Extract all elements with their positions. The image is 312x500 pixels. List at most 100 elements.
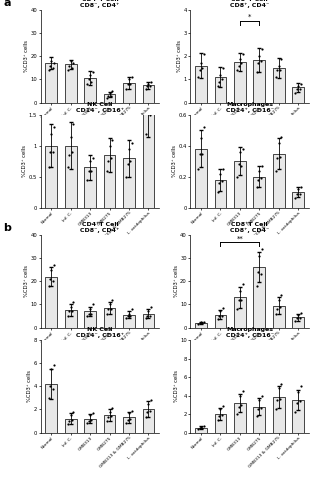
Point: [109, 412, 114, 420]
Point: [47, 62, 52, 70]
Point: [196, 320, 201, 328]
Title: CD8⁺T Cell
CD8⁺, CD4⁻: CD8⁺T Cell CD8⁺, CD4⁻: [230, 0, 269, 8]
Point: [236, 160, 241, 168]
Point: [85, 176, 90, 184]
Point: [257, 52, 262, 60]
Bar: [292, 317, 304, 328]
Point: [278, 66, 283, 74]
Point: [70, 64, 75, 72]
Point: [274, 166, 279, 174]
Point: [275, 66, 280, 74]
Point: [71, 408, 76, 416]
Point: [144, 82, 149, 90]
Point: [218, 308, 223, 316]
Text: *: *: [248, 14, 251, 20]
Point: [257, 252, 262, 260]
Point: [240, 387, 245, 395]
Point: [126, 409, 131, 417]
Point: [215, 82, 220, 90]
Point: [124, 172, 129, 180]
Point: [49, 365, 54, 373]
Point: [68, 302, 73, 310]
Point: [198, 318, 203, 326]
Point: [51, 362, 56, 370]
Point: [221, 304, 226, 312]
Point: [147, 111, 152, 119]
Point: [221, 165, 226, 173]
Point: [144, 408, 149, 416]
Point: [237, 148, 242, 156]
Point: [126, 76, 131, 84]
Bar: [234, 161, 246, 208]
Point: [278, 395, 283, 403]
Point: [294, 190, 299, 198]
Point: [51, 261, 56, 269]
Bar: [143, 85, 154, 102]
Bar: [65, 146, 76, 208]
Y-axis label: %CD3⁺ cells: %CD3⁺ cells: [22, 145, 27, 178]
Point: [110, 136, 115, 143]
Bar: [104, 308, 115, 328]
Point: [66, 420, 71, 428]
Bar: [215, 77, 226, 102]
Point: [278, 152, 283, 160]
Point: [293, 194, 298, 202]
Point: [149, 302, 154, 310]
Point: [85, 420, 90, 428]
Point: [196, 426, 201, 434]
Point: [68, 411, 73, 419]
Point: [240, 145, 245, 153]
Bar: [273, 154, 285, 208]
Point: [106, 305, 111, 313]
Point: [143, 414, 148, 422]
Point: [104, 417, 109, 425]
Point: [110, 404, 115, 412]
Point: [239, 162, 244, 170]
Point: [143, 84, 148, 92]
Point: [296, 311, 301, 319]
Point: [201, 318, 206, 326]
Point: [240, 50, 245, 58]
Point: [276, 138, 281, 147]
Point: [256, 59, 261, 67]
Point: [297, 397, 302, 405]
Point: [257, 166, 262, 174]
Y-axis label: %CD3⁺ cells: %CD3⁺ cells: [177, 40, 182, 72]
Title: CD8⁺T Cell
CD8⁺, CD4⁻: CD8⁺T Cell CD8⁺, CD4⁻: [230, 222, 269, 233]
Bar: [84, 168, 96, 207]
Point: [258, 404, 263, 411]
Point: [124, 420, 129, 428]
Point: [279, 54, 284, 62]
Point: [198, 423, 203, 431]
Point: [86, 417, 91, 425]
Point: [275, 154, 280, 162]
Point: [90, 68, 95, 76]
Point: [104, 94, 109, 102]
Point: [125, 160, 130, 168]
Bar: [234, 298, 246, 328]
Bar: [84, 312, 96, 328]
Point: [125, 312, 130, 320]
Point: [260, 46, 265, 54]
Point: [298, 382, 303, 390]
Point: [129, 73, 134, 81]
Point: [198, 59, 203, 67]
Point: [50, 384, 55, 392]
Point: [236, 62, 241, 70]
Point: [296, 388, 301, 396]
Point: [146, 308, 151, 316]
Point: [46, 164, 51, 172]
Bar: [273, 68, 285, 102]
Point: [129, 406, 134, 414]
Point: [129, 305, 134, 313]
Point: [85, 80, 90, 88]
Point: [149, 396, 154, 404]
Bar: [46, 384, 57, 432]
Point: [235, 410, 240, 418]
Point: [200, 424, 205, 432]
Point: [200, 320, 205, 328]
Point: [274, 406, 279, 413]
Point: [235, 172, 240, 180]
Bar: [195, 149, 207, 208]
Bar: [143, 410, 154, 432]
